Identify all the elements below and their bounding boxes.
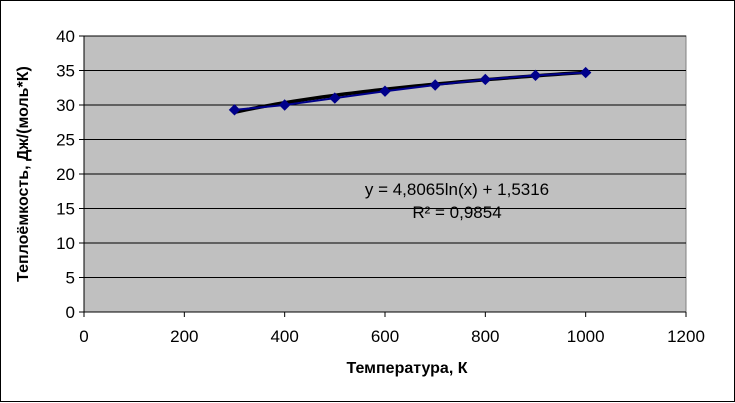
axes	[79, 35, 687, 317]
x-tick-label: 1200	[667, 327, 705, 346]
x-axis-title: Температура, К	[347, 360, 468, 377]
x-tick-label: 0	[79, 327, 88, 346]
data-point	[529, 69, 542, 82]
x-tick-label: 600	[371, 327, 399, 346]
y-tick-label: 35	[56, 62, 75, 81]
data-point	[579, 66, 592, 79]
data-point	[479, 73, 492, 86]
y-tick-label: 30	[56, 96, 75, 115]
data-point	[278, 99, 291, 111]
x-tick-label: 1000	[567, 327, 605, 346]
y-tick-label: 40	[56, 27, 75, 46]
y-tick-label: 10	[56, 234, 75, 253]
data-point	[429, 79, 441, 91]
x-tick-label: 400	[270, 327, 298, 346]
x-tick-label: 800	[471, 327, 499, 346]
trendline-equation: y = 4,8065ln(x) + 1,5316	[365, 180, 549, 199]
data-point	[329, 92, 341, 104]
y-tick-label: 0	[66, 303, 75, 322]
series-layer	[228, 66, 592, 116]
y-tick-label: 15	[56, 200, 75, 219]
y-tick-label: 5	[66, 269, 75, 288]
data-point	[379, 85, 391, 97]
series-line	[234, 71, 586, 111]
y-tick-label: 25	[56, 131, 75, 150]
x-tick-label: 200	[170, 327, 198, 346]
y-tick-label: 20	[56, 165, 75, 184]
trendline-r-squared: R² = 0,9854	[412, 203, 501, 222]
data-point	[228, 104, 241, 116]
y-axis-title: Теплоёмкость, Дж/(моль*К)	[15, 66, 32, 282]
